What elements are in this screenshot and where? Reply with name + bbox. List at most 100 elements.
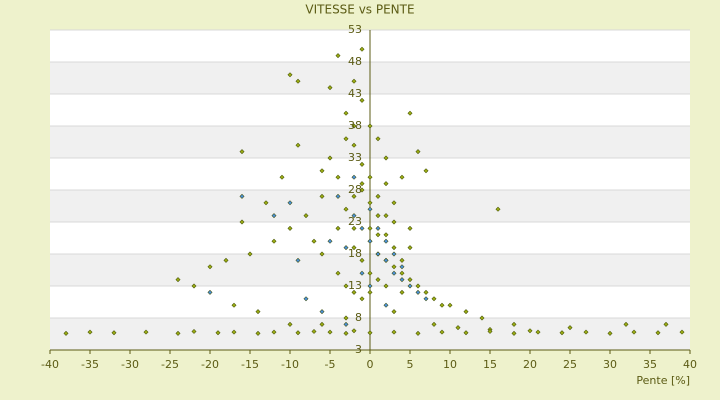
data-point [351,174,357,180]
y-tick-label: 33 [348,151,362,164]
y-tick-label: 8 [355,311,362,324]
data-point [319,321,325,327]
data-point [207,289,213,295]
data-point [423,296,429,302]
data-point [463,330,469,336]
data-point [375,225,381,231]
data-point [295,257,301,263]
data-point [391,309,397,315]
data-point [383,181,389,187]
data-point [327,85,333,91]
data-point [63,330,69,336]
x-tick-label: 40 [683,358,697,371]
data-point [343,110,349,116]
data-point [295,330,301,336]
data-point [383,232,389,238]
data-point [287,321,293,327]
data-point [375,251,381,257]
data-point [367,123,373,129]
data-point [359,296,365,302]
data-point [431,296,437,302]
data-point [407,277,413,283]
data-point [319,251,325,257]
data-point [255,309,261,315]
data-point [295,142,301,148]
data-point [231,329,237,335]
data-point [391,219,397,225]
x-tick-label: -25 [161,358,179,371]
data-point [415,149,421,155]
data-point [367,330,373,336]
data-point [287,200,293,206]
data-point [143,329,149,335]
x-tick-label: -15 [241,358,259,371]
y-tick-label: 43 [348,87,362,100]
data-point [527,328,533,334]
data-point [271,329,277,335]
data-point [255,330,261,336]
data-point [207,264,213,270]
data-point [311,328,317,334]
data-point [399,289,405,295]
data-point [391,245,397,251]
data-point [319,309,325,315]
data-point [631,329,637,335]
data-point [367,283,373,289]
data-point [583,329,589,335]
data-point [495,206,501,212]
data-point [335,193,341,199]
x-tick-label: 30 [603,358,617,371]
y-tick-label: 13 [348,279,362,292]
data-point [303,213,309,219]
y-tick-label: 23 [348,215,362,228]
data-point [351,245,357,251]
data-point [407,225,413,231]
data-point [487,328,493,334]
plot-area [49,29,691,354]
data-point [271,238,277,244]
data-point [359,46,365,52]
data-point [327,155,333,161]
data-point [343,330,349,336]
data-point [383,302,389,308]
data-point [359,187,365,193]
data-point [271,213,277,219]
data-point [351,225,357,231]
data-point [335,174,341,180]
x-axis-label: Pente [%] [636,374,690,387]
data-point [391,329,397,335]
chart-title: VITESSE vs PENTE [305,3,414,17]
data-point [511,321,517,327]
data-point [479,315,485,321]
data-point [607,330,613,336]
data-point [303,296,309,302]
data-point [351,328,357,334]
data-point [663,321,669,327]
data-point [375,193,381,199]
data-point [231,302,237,308]
data-point [383,238,389,244]
data-point [191,283,197,289]
data-point [343,136,349,142]
data-point [295,78,301,84]
data-point [455,325,461,331]
data-point [399,174,405,180]
x-tick-label: -35 [81,358,99,371]
data-point [447,302,453,308]
data-point [351,193,357,199]
data-point [287,72,293,78]
data-point [367,225,373,231]
data-point [343,206,349,212]
x-tick-label: 10 [443,358,457,371]
data-point [367,289,373,295]
data-point [407,245,413,251]
data-point [351,123,357,129]
data-point [367,174,373,180]
data-point [399,277,405,283]
y-tick-label: 38 [348,119,362,132]
data-point [327,329,333,335]
data-point [359,225,365,231]
data-point [279,174,285,180]
data-point [351,289,357,295]
